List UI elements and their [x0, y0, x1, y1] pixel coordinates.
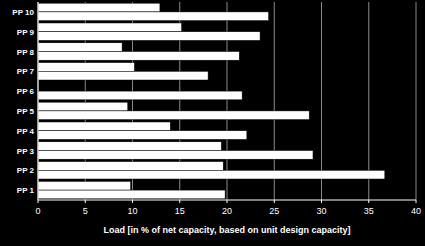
tick-label: 20 [222, 206, 232, 216]
tick-label: 40 [411, 206, 421, 216]
bar [38, 142, 221, 151]
bar [38, 23, 182, 32]
background [0, 0, 425, 246]
bar [38, 32, 260, 41]
category-label: PP 9 [17, 28, 35, 37]
bar [38, 181, 131, 190]
bar [38, 12, 269, 21]
chart-root: 0 5 10 15 20 25 30 35 40 PP 1 PP 2 PP 3 PP 4 PP 5 PP 6… [0, 0, 425, 246]
category-label: PP 2 [17, 166, 35, 175]
category-label: PP 6 [17, 87, 35, 96]
bar [38, 71, 208, 80]
tick-label: 10 [127, 206, 137, 216]
bar [38, 63, 134, 72]
bar [38, 170, 385, 179]
bar [38, 190, 225, 199]
x-axis [38, 200, 416, 201]
bar [38, 91, 242, 100]
bar [38, 131, 247, 140]
category-label: PP 7 [17, 67, 35, 76]
category-label: PP 5 [17, 107, 35, 116]
category-label: PP 10 [12, 8, 34, 17]
bar [38, 52, 239, 61]
category-label: PP 3 [17, 147, 35, 156]
tick-label: 0 [35, 206, 40, 216]
tick-label: 30 [316, 206, 326, 216]
chart-svg: 0 5 10 15 20 25 30 35 40 PP 1 PP 2 PP 3 PP 4 PP 5 PP 6… [0, 0, 425, 246]
category-label: PP 1 [17, 186, 35, 195]
tick-label: 35 [364, 206, 374, 216]
bar [38, 43, 122, 52]
bars [38, 3, 385, 199]
tick-label: 5 [83, 206, 88, 216]
bar [38, 122, 170, 131]
bar [38, 111, 309, 120]
bar [38, 151, 313, 160]
bar [38, 162, 223, 171]
category-label: PP 8 [17, 48, 35, 57]
x-axis-label: Load [in % of net capacity, based on uni… [104, 225, 351, 235]
y-axis [38, 2, 39, 200]
grid-line [416, 2, 417, 200]
grid-line [38, 2, 39, 200]
bar [38, 102, 128, 111]
tick-label: 15 [175, 206, 185, 216]
tick-label: 25 [269, 206, 279, 216]
bar [38, 3, 160, 12]
category-label: PP 4 [17, 127, 35, 136]
